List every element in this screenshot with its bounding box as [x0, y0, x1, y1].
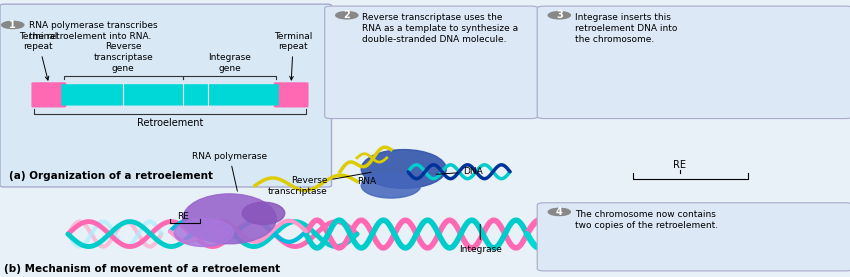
Text: Terminal
repeat: Terminal repeat [19, 32, 58, 80]
Text: RE: RE [177, 212, 189, 220]
FancyBboxPatch shape [325, 6, 538, 119]
FancyBboxPatch shape [61, 84, 279, 106]
Text: RNA: RNA [357, 177, 376, 186]
Ellipse shape [183, 194, 276, 244]
Text: 2: 2 [343, 10, 350, 20]
Ellipse shape [242, 202, 285, 224]
Text: Retroelement: Retroelement [137, 118, 203, 128]
Circle shape [548, 12, 570, 19]
Text: 4: 4 [556, 207, 563, 217]
FancyBboxPatch shape [31, 82, 66, 107]
Text: (a) Organization of a retroelement: (a) Organization of a retroelement [8, 171, 212, 181]
Ellipse shape [361, 173, 421, 198]
Text: Terminal
repeat: Terminal repeat [274, 32, 313, 80]
Text: (b) Mechanism of movement of a retroelement: (b) Mechanism of movement of a retroelem… [4, 264, 280, 274]
Text: 3: 3 [556, 10, 563, 20]
Text: RNA polymerase transcribes
the retroelement into RNA.: RNA polymerase transcribes the retroelem… [29, 21, 157, 41]
Circle shape [2, 21, 24, 29]
Text: The chromosome now contains
two copies of the retroelement.: The chromosome now contains two copies o… [575, 210, 717, 230]
Text: RE: RE [673, 160, 687, 170]
FancyBboxPatch shape [0, 4, 332, 187]
Ellipse shape [174, 219, 234, 247]
Text: Integrase
gene: Integrase gene [208, 53, 251, 73]
FancyBboxPatch shape [537, 203, 850, 271]
Text: RNA polymerase: RNA polymerase [192, 152, 267, 191]
FancyBboxPatch shape [274, 82, 309, 107]
FancyBboxPatch shape [537, 6, 850, 119]
Text: Reverse
transcriptase: Reverse transcriptase [268, 172, 371, 196]
Text: DNA: DNA [436, 167, 483, 176]
Text: Integrase inserts this
retroelement DNA into
the chromosome.: Integrase inserts this retroelement DNA … [575, 13, 677, 45]
Text: Reverse transcriptase uses the
RNA as a template to synthesize a
double-stranded: Reverse transcriptase uses the RNA as a … [362, 13, 518, 45]
Circle shape [548, 208, 570, 216]
Ellipse shape [361, 150, 446, 188]
Text: 1: 1 [9, 20, 16, 30]
Text: Reverse
transcriptase
gene: Reverse transcriptase gene [94, 42, 153, 73]
Text: Integrase: Integrase [459, 224, 502, 254]
Circle shape [336, 12, 358, 19]
